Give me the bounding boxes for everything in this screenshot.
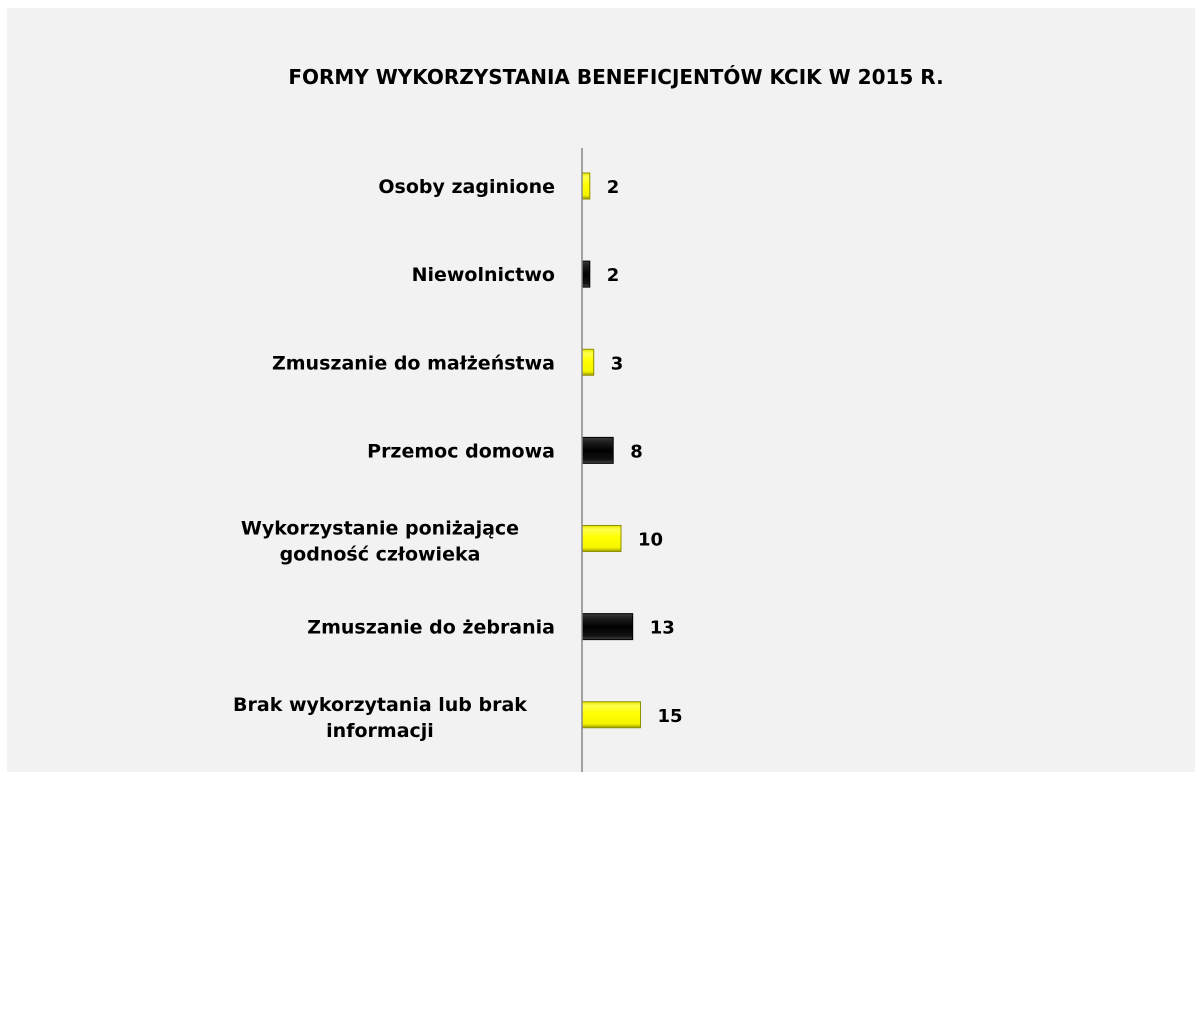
data-label: 2 [607, 177, 620, 198]
category-label: Niewolnictwo [412, 264, 555, 286]
bar-chart: FORMY WYKORZYSTANIA BENEFICJENTÓW KCIK W… [233, 65, 944, 772]
top-text-fragment [0, 0, 1202, 8]
category-label: Brak wykorzytania lub brak informacji [233, 694, 527, 742]
data-label: 8 [630, 441, 643, 462]
data-label: 10 [638, 530, 663, 551]
bar [581, 436, 614, 464]
data-label: 2 [607, 265, 620, 286]
bar [581, 613, 634, 641]
bar [581, 701, 641, 729]
chart-panel: FORMY WYKORZYSTANIA BENEFICJENTÓW KCIK W… [7, 8, 1195, 772]
category-label: Zmuszanie do żebrania [307, 617, 555, 639]
bar [581, 525, 622, 552]
category-label: Osoby zaginione [378, 176, 555, 198]
data-label: 13 [650, 618, 675, 639]
data-label: 3 [611, 353, 624, 374]
data-label: 15 [658, 706, 683, 727]
chart-title: FORMY WYKORZYSTANIA BENEFICJENTÓW KCIK W… [288, 65, 943, 89]
bar [581, 260, 591, 288]
category-label: Zmuszanie do małżeństwa [272, 352, 555, 374]
category-label: Przemoc domowa [367, 440, 555, 462]
bar [581, 172, 591, 200]
category-label: Wykorzystanie poniżające godność człowiek… [241, 518, 519, 566]
bar [581, 348, 595, 376]
